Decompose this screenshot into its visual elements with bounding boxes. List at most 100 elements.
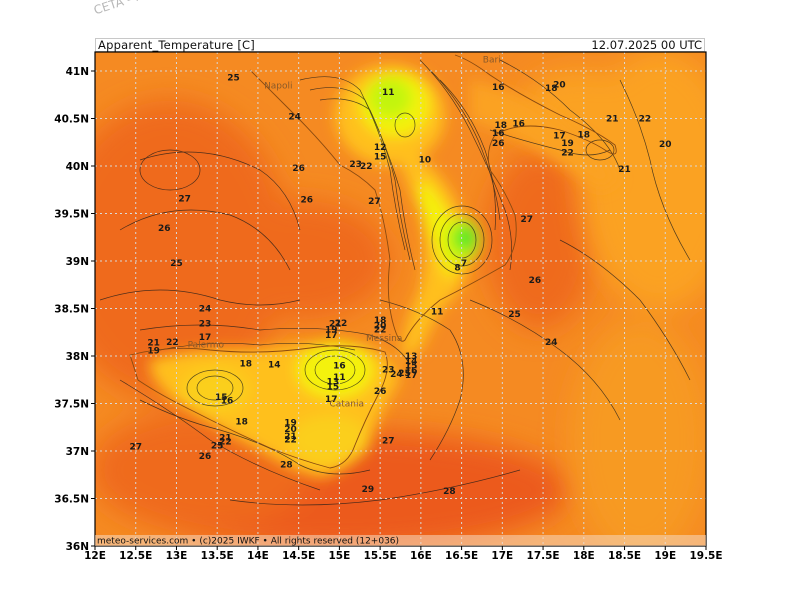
- contour-value-label: 11: [382, 88, 395, 98]
- contour-value-label: 18: [494, 121, 507, 131]
- contour-value-label: 14: [405, 357, 418, 367]
- contour-value-label: 17: [325, 395, 338, 405]
- city-label: Bari: [483, 56, 501, 66]
- contour-value-label: 26: [292, 164, 305, 174]
- contour-value-label: 22: [166, 338, 179, 348]
- lat-tick-label: 41N: [66, 66, 89, 78]
- warm-sea-zones: [95, 100, 595, 546]
- lon-tick-label: 18E: [573, 550, 595, 562]
- lat-tick-label: 39.5N: [54, 209, 89, 221]
- contour-value-label: 18: [374, 316, 387, 326]
- contour-value-label: 20: [659, 140, 672, 150]
- lon-tick-label: 19.5E: [689, 550, 722, 562]
- contour-value-label: 16: [405, 366, 418, 376]
- lon-tick-label: 14.5E: [282, 550, 315, 562]
- contour-value-label: 22: [561, 149, 574, 159]
- contour-value-label: 15: [215, 393, 228, 403]
- lat-tick-label: 38.5N: [54, 304, 89, 316]
- lat-tick-label: 40N: [66, 161, 89, 173]
- contour-value-label: 19: [325, 325, 338, 335]
- contour-value-label: 13: [405, 352, 418, 362]
- contour-value-label: 26: [492, 139, 505, 149]
- lon-tick-label: 15E: [329, 550, 351, 562]
- contour-value-label: 15: [327, 382, 340, 392]
- contour-value-label: 18: [545, 84, 558, 94]
- contour-value-label: 26: [301, 195, 314, 205]
- contour-value-label: 12: [374, 143, 387, 153]
- contour-value-label: 27: [521, 215, 534, 225]
- contour-value-label: 27: [129, 442, 142, 452]
- lat-tick-label: 36N: [66, 541, 89, 553]
- contour-value-label: 16: [492, 129, 505, 139]
- mainland-coastline: [249, 54, 617, 342]
- contour-value-label: 7: [461, 259, 467, 269]
- lon-tick-label: 12.5E: [119, 550, 152, 562]
- contour-value-label: 19: [147, 346, 160, 356]
- city-label: Palermo: [188, 341, 225, 351]
- contour-value-label: 20: [374, 322, 387, 332]
- contour-value-label: 17: [405, 371, 418, 381]
- contour-value-label: 15: [405, 362, 418, 372]
- cool-sea-zones: [520, 52, 706, 546]
- contour-value-label: 24: [199, 305, 212, 315]
- contour-value-label: 23: [199, 320, 212, 330]
- lat-tick-label: 38N: [66, 351, 89, 363]
- contour-value-label: 15: [374, 153, 387, 163]
- contour-value-label: 27: [178, 194, 191, 204]
- contour-value-label: 17: [199, 333, 212, 343]
- contour-value-label: 16: [333, 362, 346, 372]
- contour-value-label: 21: [147, 339, 160, 349]
- lon-tick-label: 19E: [654, 550, 676, 562]
- contour-value-label: 16: [512, 119, 525, 129]
- contour-value-label: 28: [280, 460, 293, 470]
- contour-value-label: 24: [545, 338, 558, 348]
- lat-tick-label: 36.5N: [54, 494, 89, 506]
- lon-tick-label: 16E: [410, 550, 432, 562]
- lon-tick-label: 16.5E: [445, 550, 478, 562]
- contour-value-label: 21: [219, 434, 232, 444]
- contour-value-label: 13: [327, 378, 340, 388]
- contour-value-label: 8: [454, 264, 460, 274]
- contour-value-label: 23: [349, 160, 362, 170]
- lat-tick-label: 40.5N: [54, 114, 89, 126]
- city-label: Napoli: [264, 81, 292, 91]
- lon-tick-label: 14E: [247, 550, 269, 562]
- contour-value-label: 17: [325, 331, 338, 341]
- lon-tick-label: 12E: [84, 550, 106, 562]
- contour-value-label: 27: [382, 437, 395, 447]
- contour-value-label: 25: [508, 310, 521, 320]
- contour-value-label: 21: [329, 320, 342, 330]
- contour-value-label: 21: [284, 432, 297, 442]
- contour-value-label: 26: [158, 224, 171, 234]
- forecast-datetime: 12.07.2025 00 UTC: [591, 38, 702, 52]
- contour-value-label: 20: [284, 425, 297, 435]
- contour-value-label: 19: [284, 419, 297, 429]
- contour-value-label: 25: [398, 369, 411, 379]
- contour-value-label: 22: [360, 162, 373, 172]
- contour-value-label: 22: [639, 115, 652, 125]
- contour-value-label: 20: [553, 80, 566, 90]
- contour-value-label: 16: [492, 83, 505, 93]
- contour-value-label: 24: [390, 370, 403, 380]
- contour-value-label: 11: [333, 373, 346, 383]
- map-title: Apparent_Temperature [C]: [98, 38, 255, 52]
- contour-value-label: 18: [578, 131, 591, 141]
- contour-value-label: 18: [235, 418, 248, 428]
- contour-value-label: 25: [211, 441, 224, 451]
- contour-value-label: 24: [288, 113, 301, 123]
- lon-tick-label: 15.5E: [364, 550, 397, 562]
- contour-value-label: 11: [431, 307, 444, 317]
- axis-ticks: 12E 12.5E 13E 13.5E 14E 14.5E 15E 15.5E 16E 16.5E…: [54, 66, 722, 562]
- contour-value-label: 26: [374, 387, 387, 397]
- contour-value-label: 22: [374, 325, 387, 335]
- lon-tick-label: 13E: [166, 550, 188, 562]
- contour-value-label: 10: [419, 155, 432, 165]
- contour-value-label: 18: [239, 360, 252, 370]
- contour-value-label: 29: [362, 485, 375, 495]
- city-label: Catania: [329, 400, 364, 410]
- contour-value-label: 22: [219, 438, 232, 448]
